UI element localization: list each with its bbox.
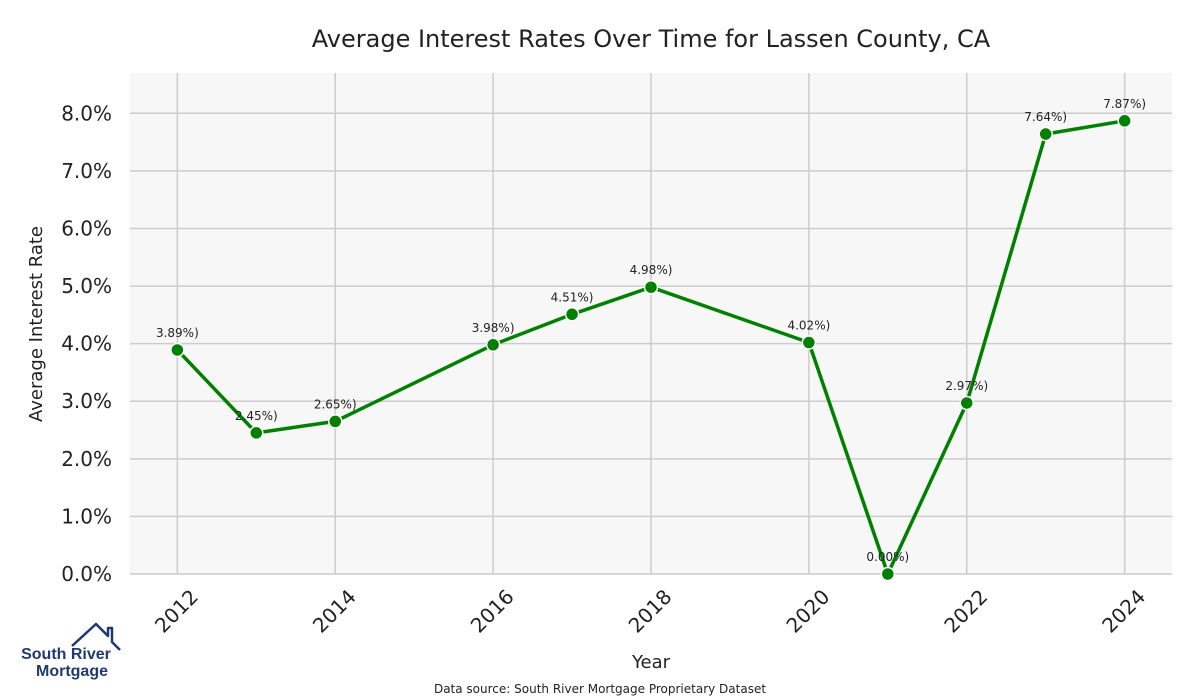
x-tick-label: 2012: [150, 585, 203, 638]
data-label: 3.98%): [472, 321, 515, 335]
grid: [130, 73, 1172, 575]
data-label: 2.65%): [314, 397, 357, 411]
y-tick-label: 1.0%: [61, 504, 112, 528]
data-label: 0.00%): [866, 550, 909, 564]
x-axis: 2012 2014 2016 2018 2020 2022 2024: [150, 585, 1150, 638]
x-tick-label: 2022: [939, 585, 992, 638]
x-tick-label: 2016: [466, 585, 519, 638]
chart-title: Average Interest Rates Over Time for Las…: [312, 25, 991, 53]
data-label: 4.02%): [787, 319, 830, 333]
data-point: [485, 337, 501, 353]
x-tick-label: 2014: [308, 585, 361, 638]
x-axis-label: Year: [631, 652, 671, 673]
data-point: [249, 425, 264, 441]
y-axis-label: Average Interest Rate: [26, 226, 47, 422]
data-point: [1038, 126, 1053, 142]
data-label: 2.97%): [945, 379, 988, 393]
data-label: 3.89%): [156, 326, 199, 340]
y-tick-label: 6.0%: [61, 216, 112, 240]
y-tick-label: 4.0%: [61, 332, 112, 356]
x-tick-label: 2024: [1097, 585, 1150, 638]
y-tick-label: 8.0%: [61, 101, 112, 125]
logo-line-1: South River: [21, 646, 111, 663]
data-points: [170, 113, 1132, 582]
data-point: [1117, 113, 1132, 129]
data-point: [880, 566, 896, 582]
x-tick-label: 2018: [624, 585, 677, 638]
data-labels: 3.89%) 2.45%) 2.65%) 3.98%) 4.51%) 4.98%) 4.02…: [156, 97, 1146, 564]
data-label: 7.64%): [1024, 110, 1067, 124]
y-tick-label: 7.0%: [61, 159, 112, 183]
house-roof-icon: [71, 622, 121, 651]
data-point: [801, 335, 817, 350]
y-tick-label: 5.0%: [61, 274, 112, 298]
source-note: Data source: South River Mortgage Propri…: [434, 682, 766, 696]
data-label: 2.45%): [235, 409, 278, 423]
logo-line-2: Mortgage: [36, 663, 108, 680]
data-label: 7.87%): [1103, 97, 1146, 111]
data-label: 4.51%): [551, 290, 594, 304]
data-point: [327, 414, 343, 429]
logo: South River Mortgage: [21, 622, 121, 680]
data-point: [643, 279, 659, 295]
x-tick-label: 2020: [781, 585, 834, 638]
data-point: [564, 307, 580, 322]
y-tick-label: 0.0%: [61, 562, 112, 586]
y-tick-label: 2.0%: [61, 447, 112, 471]
data-label: 4.98%): [630, 263, 673, 277]
y-tick-label: 3.0%: [61, 389, 112, 413]
y-axis: 0.0% 1.0% 2.0% 3.0% 4.0% 5.0% 6.0% 7.0% 8.0%: [61, 101, 112, 586]
data-point: [959, 395, 975, 411]
data-point: [170, 342, 185, 358]
